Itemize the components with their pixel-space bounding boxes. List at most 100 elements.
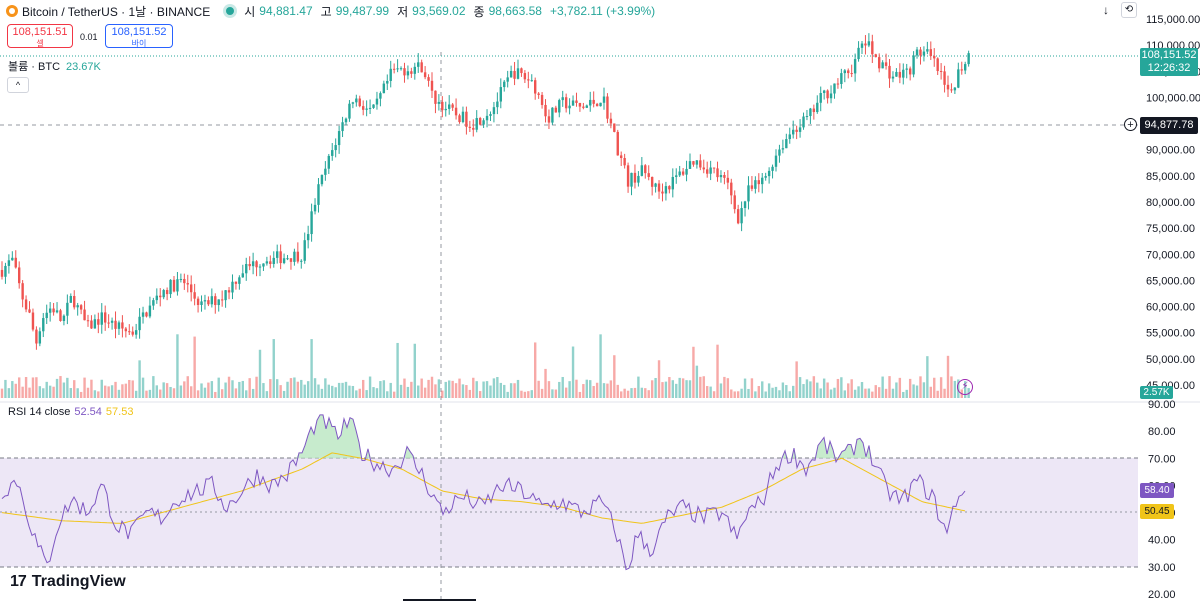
add-alert-plus-icon[interactable]: + <box>1124 118 1137 131</box>
candle-body <box>313 204 317 212</box>
candle-body <box>441 101 444 111</box>
candle-body <box>107 322 110 324</box>
candle-body <box>816 102 819 113</box>
volume-bar <box>922 382 926 398</box>
candle-body <box>386 80 389 84</box>
volume-bar <box>169 386 172 398</box>
candle-body <box>190 284 193 293</box>
candle-body <box>878 57 881 69</box>
volume-bar <box>626 390 630 398</box>
candle-body <box>774 155 778 167</box>
candle-body <box>589 99 592 106</box>
volume-legend-label: 볼륨 · BTC <box>8 61 61 73</box>
volume-bar <box>100 379 103 398</box>
candle-body <box>458 115 461 123</box>
candle-body <box>465 111 468 127</box>
candle-body <box>509 70 513 78</box>
symbol-title[interactable]: Bitcoin / TetherUS · 1날 · BINANCE <box>22 4 211 19</box>
volume-bar <box>506 391 509 398</box>
candle-body <box>131 331 134 335</box>
candle-body <box>788 134 791 140</box>
rsi-axis-tick: 80.00 <box>1148 426 1176 438</box>
candle-body <box>905 68 908 70</box>
candle-body <box>964 64 967 71</box>
candle-body <box>265 261 269 264</box>
price-axis-tick: 65,000.00 <box>1146 275 1195 287</box>
rsi-axis-tick: 20.00 <box>1148 589 1176 601</box>
volume-bar <box>176 334 179 398</box>
volume-bar <box>681 378 685 398</box>
candle-body <box>296 251 300 262</box>
volume-bar <box>48 385 52 398</box>
candle-body <box>757 180 760 185</box>
volume-bar <box>898 377 902 398</box>
candle-body <box>568 105 571 109</box>
volume-bar <box>7 388 11 398</box>
volume-bar <box>798 377 802 398</box>
tradingview-logo[interactable]: 17 TradingView <box>10 573 126 591</box>
volume-bar <box>530 390 533 398</box>
candle-body <box>496 101 499 108</box>
candle-body <box>867 41 871 46</box>
volume-bar <box>193 336 196 398</box>
candle-body <box>310 211 313 235</box>
arrow-down-icon[interactable]: ↓ <box>1103 3 1109 17</box>
volume-bar <box>410 381 413 398</box>
lightning-icon[interactable]: ⚡ <box>957 379 973 395</box>
volume-bar <box>21 386 24 398</box>
candle-body <box>929 49 932 57</box>
candle-body <box>355 98 358 103</box>
buy-button[interactable]: 108,151.52 바이 <box>105 24 173 48</box>
volume-bar <box>114 381 117 398</box>
candle-body <box>585 105 588 108</box>
candle-body <box>251 261 255 267</box>
candle-body <box>14 257 17 268</box>
volume-bar <box>423 387 427 398</box>
volume-bar <box>379 381 382 398</box>
reset-icon[interactable]: ⟲ <box>1121 2 1137 18</box>
volume-bar <box>850 379 853 398</box>
volume-bar <box>324 378 327 398</box>
volume-bar <box>386 391 389 398</box>
candle-body <box>207 300 210 305</box>
candle-body <box>712 167 716 169</box>
volume-bar <box>585 379 588 398</box>
volume-bar <box>915 385 919 398</box>
candle-body <box>778 149 781 156</box>
volume-bar <box>258 349 262 398</box>
candle-body <box>489 114 492 116</box>
candle-body <box>554 107 558 113</box>
candle-body <box>719 175 723 178</box>
volume-bar <box>771 387 774 398</box>
volume-bar <box>702 376 705 398</box>
volume-bar <box>551 389 554 398</box>
volume-bar <box>448 380 451 398</box>
sell-button[interactable]: 108,151.51 셀 <box>7 24 73 48</box>
volume-bar <box>238 381 241 398</box>
candle-body <box>926 49 929 52</box>
candle-body <box>210 296 214 305</box>
candle-body <box>730 182 733 196</box>
candle-body <box>953 87 957 91</box>
candle-body <box>671 176 674 190</box>
candle-body <box>860 43 864 48</box>
candle-body <box>592 99 595 104</box>
candle-body <box>35 329 38 344</box>
collapse-legend-button[interactable]: ^ <box>7 77 29 93</box>
volume-bar <box>255 376 258 398</box>
volume-bar <box>148 389 152 398</box>
candle-body <box>840 73 843 84</box>
volume-bar <box>547 381 551 398</box>
volume-bar <box>66 377 69 398</box>
volume-tag: 2.57K <box>1140 386 1173 399</box>
volume-bar <box>372 387 375 398</box>
time-scroll-thumb[interactable] <box>403 599 476 601</box>
volume-bar <box>699 376 702 398</box>
volume-bar <box>406 386 410 398</box>
candle-body <box>258 266 262 268</box>
volume-bar <box>616 384 619 398</box>
rsi-axis-tick: 90.00 <box>1148 399 1176 411</box>
candle-body <box>702 167 705 170</box>
candle-body <box>317 184 320 205</box>
